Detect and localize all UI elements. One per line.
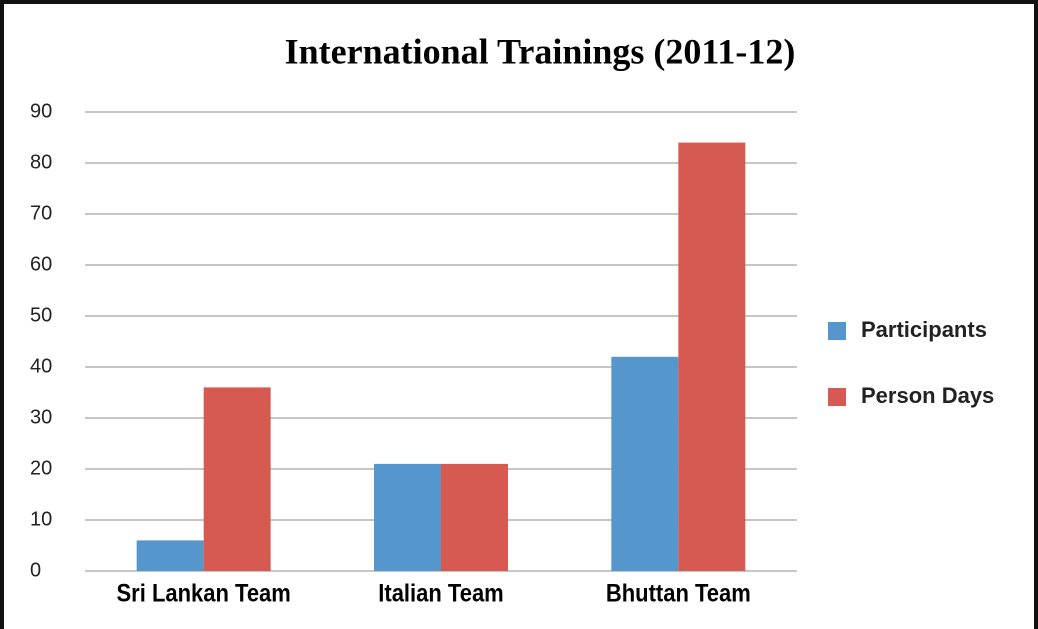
chart-title: International Trainings (2011-12) [285, 31, 796, 71]
bar [441, 463, 508, 571]
legend-swatch [828, 322, 846, 340]
y-tick-label: 20 [30, 457, 52, 479]
legend-label: Person Days [861, 383, 994, 408]
x-tick-label: Italian Team [378, 579, 503, 607]
y-tick-label: 10 [30, 508, 52, 530]
bar [374, 463, 441, 571]
x-tick-label: Sri Lankan Team [117, 579, 291, 607]
y-tick-label: 0 [30, 559, 41, 581]
y-tick-label: 40 [30, 355, 52, 377]
legend-label: Participants [861, 317, 987, 342]
bar [611, 356, 679, 571]
bar [136, 540, 204, 571]
y-tick-label: 50 [30, 304, 52, 326]
x-tick-label: Bhuttan Team [606, 579, 751, 607]
y-tick-label: 80 [30, 151, 52, 173]
legend-swatch [828, 388, 846, 406]
y-tick-label: 30 [30, 406, 52, 428]
y-tick-label: 70 [30, 202, 52, 224]
y-tick-label: 60 [30, 253, 52, 275]
bar [678, 142, 746, 571]
y-tick-label: 90 [30, 100, 52, 122]
bar [203, 387, 271, 571]
